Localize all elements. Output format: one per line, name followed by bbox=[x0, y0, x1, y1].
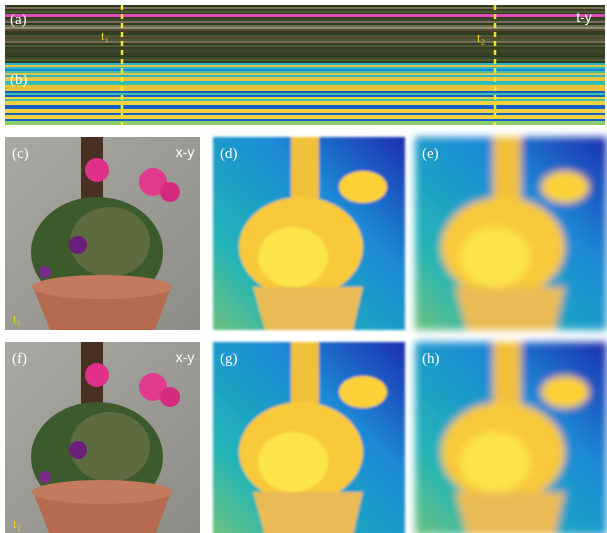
stripe bbox=[5, 39, 605, 41]
stripe bbox=[5, 51, 605, 53]
stripe bbox=[5, 61, 605, 63]
stripe bbox=[5, 99, 605, 101]
stripe bbox=[5, 45, 605, 47]
stripe bbox=[5, 111, 605, 113]
stripe bbox=[5, 7, 605, 9]
stripe bbox=[5, 47, 605, 49]
stripe bbox=[5, 9, 605, 11]
stripe bbox=[5, 33, 605, 35]
stripe bbox=[5, 53, 605, 55]
time-label: t₂ bbox=[13, 516, 21, 531]
stripe bbox=[5, 89, 605, 91]
panel-label: (h) bbox=[422, 351, 440, 367]
stripe bbox=[5, 117, 605, 119]
t-y-slice-b bbox=[5, 63, 605, 125]
stripe bbox=[5, 17, 605, 19]
panel-label: (e) bbox=[422, 146, 439, 162]
stripe bbox=[5, 29, 605, 31]
stripe bbox=[5, 37, 605, 39]
stripe bbox=[5, 83, 605, 85]
stripe bbox=[5, 23, 605, 25]
photo-panel: (f) x-y t₂ bbox=[5, 342, 200, 533]
stripe bbox=[5, 43, 605, 45]
view-label: t-y bbox=[576, 9, 592, 25]
panel-label: (b) bbox=[10, 72, 28, 88]
time-label: t₂ bbox=[477, 30, 485, 45]
depth-map bbox=[213, 342, 405, 533]
stripe bbox=[5, 71, 605, 73]
stripe bbox=[5, 55, 605, 57]
stripe bbox=[5, 59, 605, 61]
stripe bbox=[5, 103, 605, 105]
stripe bbox=[5, 107, 605, 109]
stripe bbox=[5, 57, 605, 59]
stripe bbox=[5, 113, 605, 115]
stripe bbox=[5, 31, 605, 33]
stripe bbox=[5, 105, 605, 107]
stripe bbox=[5, 101, 605, 103]
depth-panel: (g) bbox=[213, 342, 405, 533]
figure-canvas: (a) (b) t₁ t₂ t-y (c) x-y t₁ (d) (e) (f) x-y t₂… bbox=[0, 0, 607, 533]
smooth-depth-panel: (h) bbox=[415, 342, 607, 533]
stripe bbox=[5, 63, 605, 65]
panel-label: (d) bbox=[220, 146, 238, 162]
stripe bbox=[5, 77, 605, 79]
stripe bbox=[5, 119, 605, 121]
photo bbox=[5, 137, 200, 330]
stripe bbox=[5, 79, 605, 81]
time-label: t₁ bbox=[13, 311, 21, 326]
depth-panel: (d) bbox=[213, 137, 405, 330]
stripe bbox=[5, 123, 605, 125]
t-y-slice-a bbox=[5, 5, 605, 63]
depth-map bbox=[415, 342, 607, 533]
stripe bbox=[5, 93, 605, 95]
smooth-depth-panel: (e) bbox=[415, 137, 607, 330]
stripe bbox=[5, 73, 605, 75]
stripe bbox=[5, 67, 605, 69]
stripe bbox=[5, 5, 605, 7]
panel-label: (g) bbox=[220, 351, 238, 367]
stripe bbox=[5, 41, 605, 43]
stripe bbox=[5, 49, 605, 51]
stripe bbox=[5, 115, 605, 117]
depth-map bbox=[415, 137, 607, 330]
stripe bbox=[5, 69, 605, 71]
stripe bbox=[5, 11, 605, 13]
stripe bbox=[5, 85, 605, 87]
stripe bbox=[5, 21, 605, 23]
panel-label: (f) bbox=[12, 351, 27, 367]
time-label: t₁ bbox=[101, 28, 109, 43]
stripe bbox=[5, 95, 605, 97]
stripe bbox=[5, 87, 605, 89]
view-label: x-y bbox=[176, 349, 195, 365]
stripe bbox=[5, 19, 605, 21]
stripe bbox=[5, 81, 605, 83]
photo bbox=[5, 342, 200, 533]
stripe bbox=[5, 25, 605, 27]
panel-label: (c) bbox=[12, 146, 29, 162]
stripe bbox=[5, 65, 605, 67]
stripe bbox=[5, 109, 605, 111]
photo-panel: (c) x-y t₁ bbox=[5, 137, 200, 330]
view-label: x-y bbox=[176, 144, 195, 160]
stripe bbox=[5, 97, 605, 99]
stripe bbox=[5, 121, 605, 123]
stripe bbox=[5, 27, 605, 29]
panel-label: (a) bbox=[10, 12, 27, 28]
depth-map bbox=[213, 137, 405, 330]
figure: (a) (b) t₁ t₂ t-y (c) x-y t₁ (d) (e) (f) x-y t₂… bbox=[0, 0, 607, 533]
stripe bbox=[5, 91, 605, 93]
stripe bbox=[5, 35, 605, 37]
stripe bbox=[5, 75, 605, 77]
stripe bbox=[5, 14, 605, 17]
